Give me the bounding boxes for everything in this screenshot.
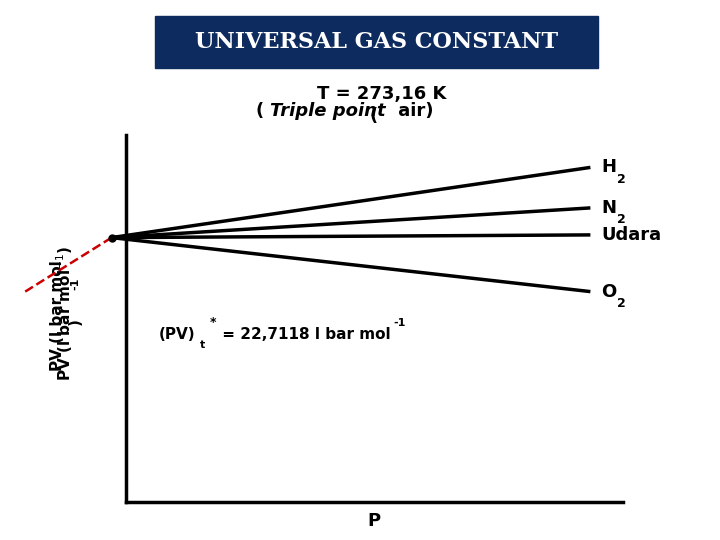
Text: (: ( xyxy=(256,102,264,120)
Text: 2: 2 xyxy=(617,173,626,186)
Text: T = 273,16 K: T = 273,16 K xyxy=(317,85,446,104)
Text: ): ) xyxy=(68,318,83,325)
Text: -1: -1 xyxy=(71,278,81,289)
Text: Triple point: Triple point xyxy=(270,102,386,120)
Text: H: H xyxy=(601,158,616,177)
Text: (: ( xyxy=(370,107,382,125)
Text: O: O xyxy=(601,282,616,301)
Text: air): air) xyxy=(392,102,434,120)
Text: PV (l bar mol$^{-1}$): PV (l bar mol$^{-1}$) xyxy=(55,246,75,381)
Text: 2: 2 xyxy=(617,297,626,310)
Text: N: N xyxy=(601,199,616,217)
Text: UNIVERSAL GAS CONSTANT: UNIVERSAL GAS CONSTANT xyxy=(194,31,558,53)
Text: 2: 2 xyxy=(617,213,626,226)
Text: t: t xyxy=(200,340,205,349)
Text: (PV): (PV) xyxy=(158,327,195,342)
Bar xyxy=(155,16,598,68)
Text: = 22,7118 l bar mol: = 22,7118 l bar mol xyxy=(217,327,391,342)
Text: P: P xyxy=(368,512,381,530)
Text: Udara: Udara xyxy=(601,226,662,244)
Text: -1: -1 xyxy=(394,318,406,328)
Text: *: * xyxy=(210,316,217,329)
Text: PV (l bar mol: PV (l bar mol xyxy=(50,260,65,372)
